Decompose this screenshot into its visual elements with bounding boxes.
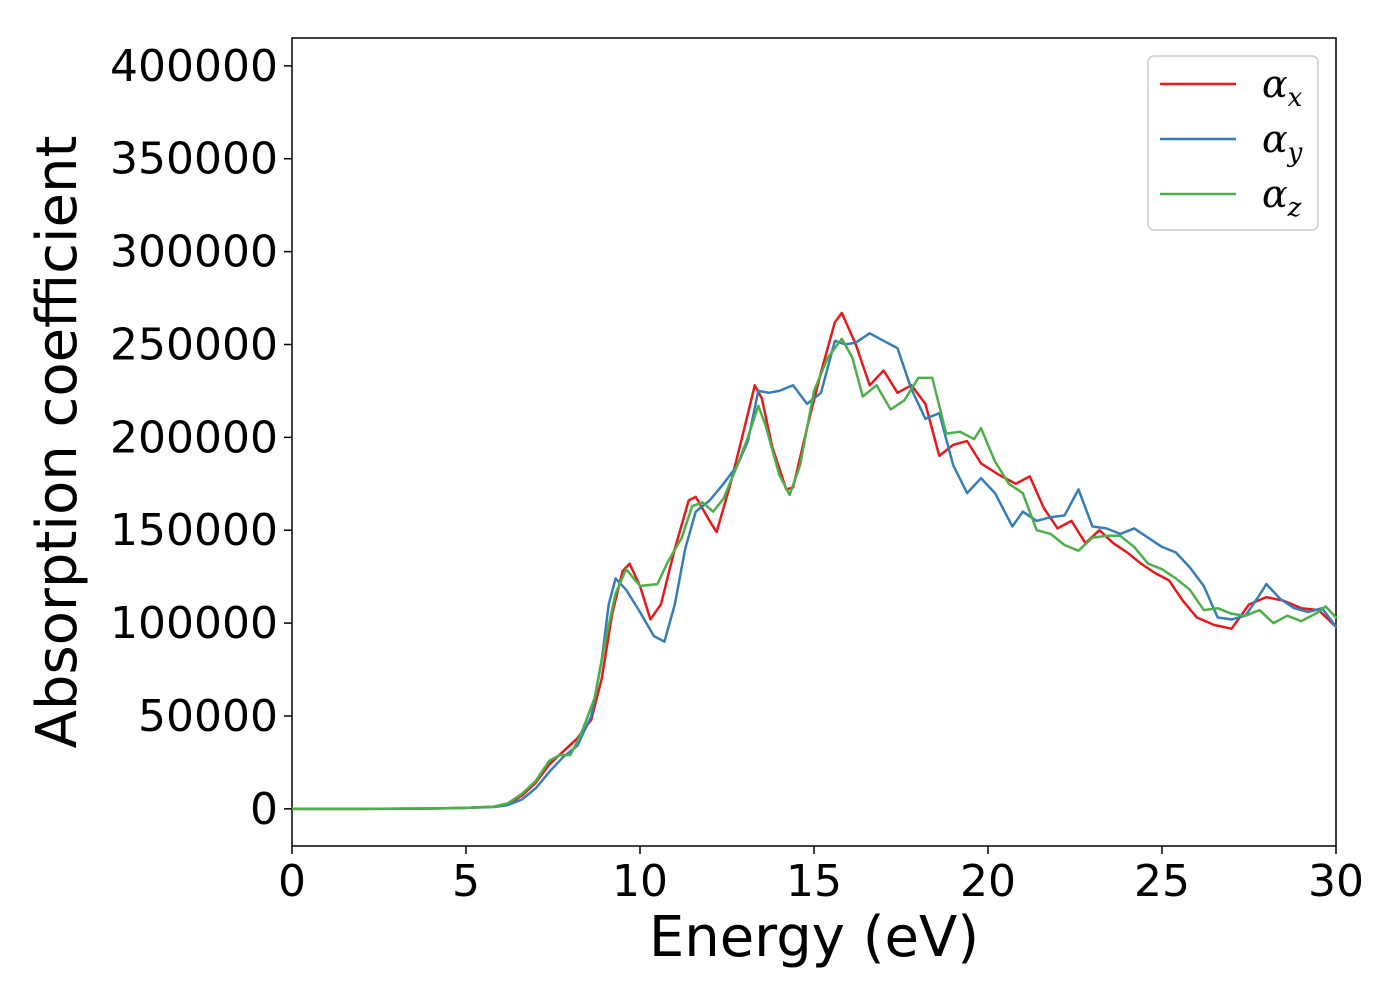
y-tick-label: 300000 bbox=[110, 227, 278, 278]
legend-frame bbox=[1147, 55, 1319, 231]
x-axis-title: Energy (eV) bbox=[649, 905, 979, 970]
x-tick-label: 15 bbox=[786, 856, 842, 907]
y-tick-label: 350000 bbox=[110, 134, 278, 185]
y-tick-label: 250000 bbox=[110, 319, 278, 370]
x-axis: 0 5 10 15 20 25 30 bbox=[278, 846, 1364, 907]
y-tick-label: 400000 bbox=[110, 41, 278, 92]
y-tick-label: 100000 bbox=[110, 598, 278, 649]
x-tick-label: 30 bbox=[1308, 856, 1364, 907]
x-tick-label: 20 bbox=[960, 856, 1016, 907]
y-tick-label: 200000 bbox=[110, 412, 278, 463]
y-axis-title: Absorption coefficient bbox=[25, 136, 90, 749]
legend-label-y: αy bbox=[1262, 117, 1303, 168]
legend-label-z: αz bbox=[1262, 172, 1302, 223]
x-tick-label: 0 bbox=[278, 856, 306, 907]
y-tick-label: 0 bbox=[250, 784, 278, 835]
series-line-z bbox=[290, 337, 1338, 811]
y-tick-label: 50000 bbox=[138, 691, 278, 742]
legend-label-x: αx bbox=[1262, 62, 1303, 113]
y-axis: 0 50000 100000 150000 200000 250000 300000 3500… bbox=[110, 41, 292, 835]
series-layer bbox=[290, 311, 1338, 811]
x-tick-label: 5 bbox=[452, 856, 480, 907]
y-tick-label: 150000 bbox=[110, 505, 278, 556]
x-tick-label: 25 bbox=[1134, 856, 1190, 907]
x-tick-label: 10 bbox=[612, 856, 668, 907]
